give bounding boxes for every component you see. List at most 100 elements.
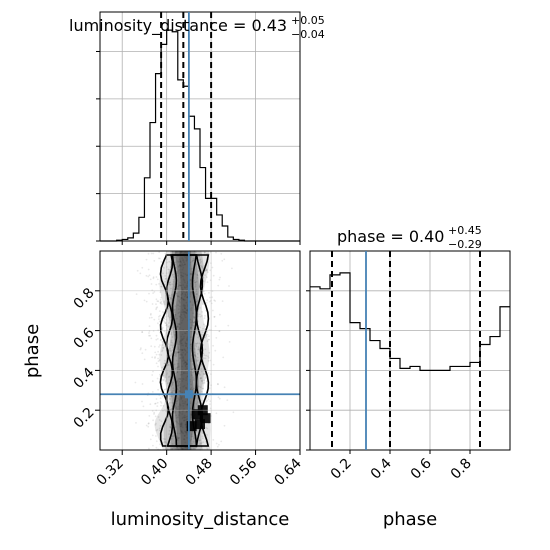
scatter-point <box>167 325 169 328</box>
scatter-point <box>148 415 151 417</box>
scatter-point <box>178 271 181 274</box>
scatter-point <box>148 317 151 319</box>
scatter-point <box>199 331 202 333</box>
scatter-point <box>201 334 204 337</box>
scatter-point <box>212 363 215 366</box>
scatter-point <box>182 351 185 354</box>
scatter-point <box>202 387 205 390</box>
scatter-point <box>185 362 188 365</box>
scatter-point <box>194 355 197 357</box>
scatter-point <box>186 437 188 439</box>
scatter-point <box>164 438 167 441</box>
scatter-point <box>184 310 187 313</box>
scatter-point <box>159 400 162 403</box>
scatter-point <box>191 442 193 445</box>
scatter-point <box>177 416 179 419</box>
scatter-point <box>169 266 172 268</box>
scatter-point <box>181 344 183 347</box>
scatter-point <box>154 423 157 426</box>
scatter-point <box>219 276 221 279</box>
scatter-point <box>193 272 196 274</box>
scatter-point <box>185 343 188 345</box>
phase-histogram-panel <box>306 250 511 454</box>
scatter-point <box>141 383 144 385</box>
scatter-point <box>176 437 179 440</box>
scatter-point <box>196 356 199 359</box>
scatter-point <box>151 356 154 359</box>
scatter-point <box>191 435 194 438</box>
scatter-point <box>176 371 179 373</box>
scatter-point <box>175 417 178 419</box>
scatter-point <box>177 325 180 328</box>
scatter-point <box>191 320 194 322</box>
scatter-point <box>199 326 201 329</box>
scatter-point <box>181 392 184 394</box>
scatter-point <box>207 357 210 359</box>
scatter-point <box>181 356 184 359</box>
scatter-point <box>183 362 185 365</box>
scatter-point <box>182 266 185 269</box>
scatter-point <box>166 382 169 385</box>
scatter-point <box>184 295 186 298</box>
scatter-point <box>183 359 186 362</box>
scatter-point <box>165 388 167 390</box>
scatter-point <box>190 273 192 275</box>
phase-title-param: phase <box>337 227 385 246</box>
scatter-point <box>170 287 172 290</box>
scatter-point <box>205 426 207 429</box>
phase-title-median: 0.40 <box>409 227 445 246</box>
scatter-point <box>177 266 180 269</box>
scatter-point <box>162 272 164 275</box>
scatter-point <box>181 396 184 398</box>
scatter-point <box>181 354 184 357</box>
scatter-point <box>186 446 189 449</box>
scatter-point <box>201 266 204 269</box>
scatter-point <box>177 285 179 288</box>
scatter-point <box>217 396 220 399</box>
scatter-point <box>183 414 186 417</box>
scatter-point <box>193 437 196 440</box>
scatter-point <box>178 311 181 314</box>
scatter-point <box>170 344 173 346</box>
scatter-point <box>190 307 193 309</box>
scatter-point <box>155 398 158 400</box>
scatter-point <box>183 310 185 313</box>
contour-line <box>171 254 198 447</box>
scatter-point <box>168 281 171 284</box>
density-layer <box>170 251 199 450</box>
scatter-point <box>190 255 193 258</box>
scatter-point <box>180 421 183 424</box>
scatter-point <box>181 268 184 271</box>
scatter-point <box>183 286 186 288</box>
scatter-point <box>186 256 188 258</box>
scatter-point <box>177 382 180 384</box>
scatter-point <box>182 448 184 450</box>
scatter-point <box>182 359 185 361</box>
scatter-point <box>202 267 205 270</box>
scatter-point <box>193 387 195 390</box>
scatter-point <box>204 274 206 276</box>
scatter-point <box>205 380 208 383</box>
scatter-point <box>156 300 159 303</box>
scatter-point <box>173 411 176 414</box>
scatter-point <box>153 291 156 293</box>
scatter-point <box>186 282 189 285</box>
scatter-point <box>184 361 187 363</box>
scatter-point <box>177 351 180 354</box>
scatter-point <box>169 298 172 300</box>
scatter-point <box>160 402 163 404</box>
scatter-point <box>180 422 182 425</box>
axes-frame <box>99 250 301 451</box>
scatter-point <box>164 280 167 283</box>
scatter-point <box>163 373 166 375</box>
scatter-point <box>161 350 163 353</box>
scatter-point <box>167 364 170 366</box>
scatter-point <box>185 312 188 315</box>
scatter-point <box>139 272 142 275</box>
scatter-point <box>209 296 211 299</box>
scatter-point <box>194 281 197 284</box>
scatter-point <box>180 284 183 287</box>
x-tick-label: 0.32 <box>94 456 127 489</box>
scatter-point <box>183 419 186 422</box>
scatter-point <box>183 371 185 374</box>
